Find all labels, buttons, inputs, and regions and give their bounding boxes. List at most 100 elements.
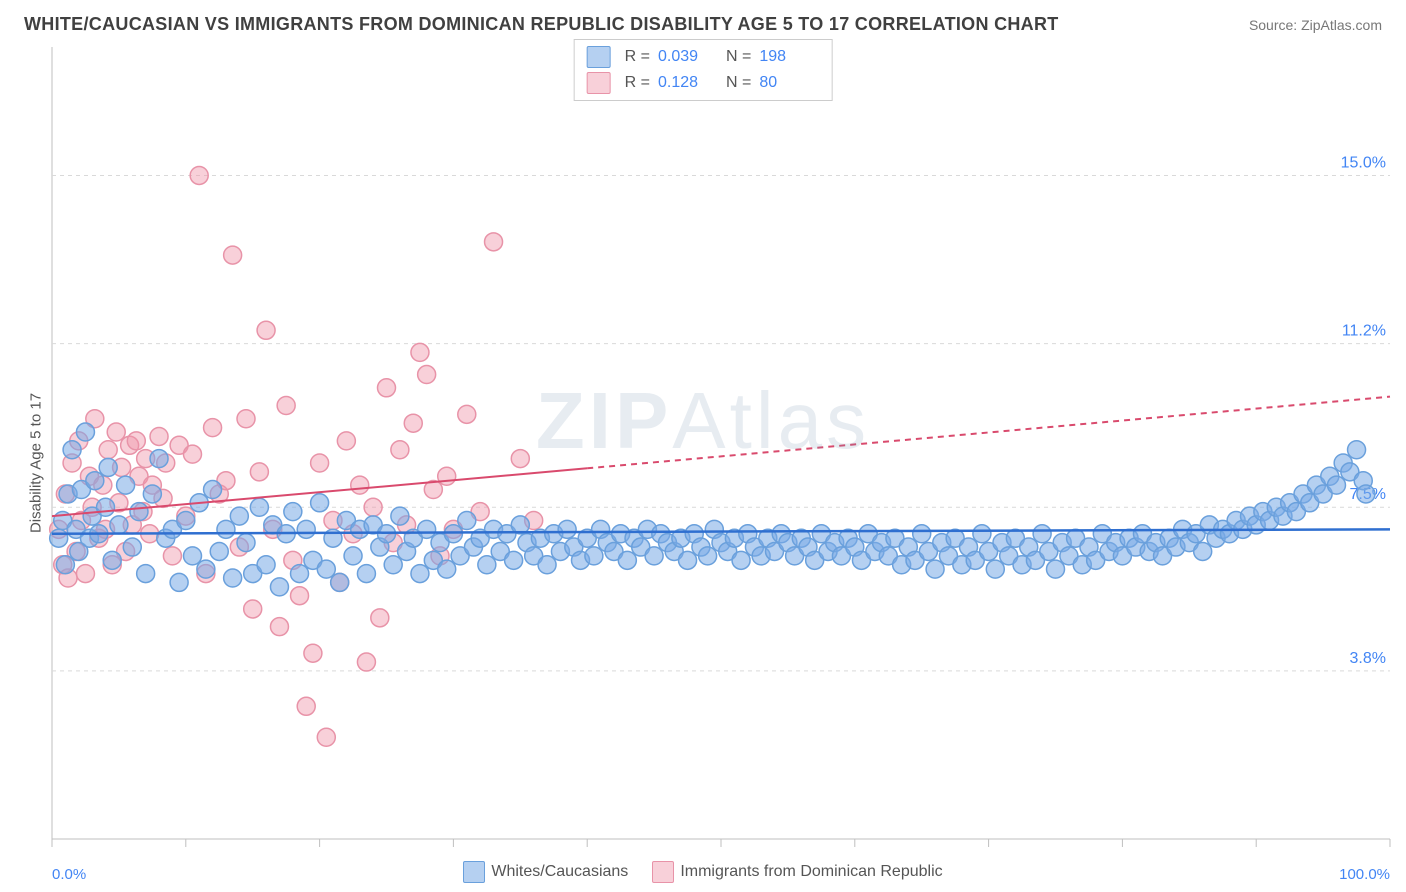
- scatter-point: [297, 697, 315, 715]
- scatter-point: [163, 547, 181, 565]
- legend-label: Whites/Caucasians: [491, 863, 628, 880]
- scatter-point: [973, 525, 991, 543]
- scatter-point: [291, 587, 309, 605]
- scatter-point: [558, 520, 576, 538]
- legend-swatch: [463, 861, 485, 883]
- scatter-point: [103, 551, 121, 569]
- scatter-point: [177, 512, 195, 530]
- scatter-point: [63, 441, 81, 459]
- chart-area: Disability Age 5 to 17 3.8%7.5%11.2%15.0…: [0, 39, 1406, 887]
- scatter-point: [1047, 560, 1065, 578]
- scatter-point: [344, 547, 362, 565]
- scatter-point: [304, 644, 322, 662]
- scatter-point: [127, 432, 145, 450]
- stat-n-label: N =: [726, 74, 751, 92]
- stat-r-value: 0.039: [658, 48, 718, 66]
- scatter-point: [337, 432, 355, 450]
- scatter-point: [404, 414, 422, 432]
- scatter-point: [418, 366, 436, 384]
- legend-swatch: [652, 861, 674, 883]
- scatter-point: [230, 507, 248, 525]
- scatter-point: [277, 396, 295, 414]
- scatter-point: [364, 498, 382, 516]
- y-gridline-label: 3.8%: [1350, 650, 1386, 667]
- scatter-point: [926, 560, 944, 578]
- scatter-point: [311, 454, 329, 472]
- scatter-point: [137, 565, 155, 583]
- scatter-point: [204, 419, 222, 437]
- y-gridline-label: 11.2%: [1342, 323, 1386, 340]
- legend-swatch: [587, 72, 611, 94]
- scatter-point: [357, 653, 375, 671]
- scatter-point: [183, 445, 201, 463]
- scatter-point: [618, 551, 636, 569]
- scatter-point: [411, 565, 429, 583]
- scatter-point: [224, 569, 242, 587]
- legend-item: Whites/Caucasians: [463, 861, 628, 883]
- correlation-legend: R =0.039N =198R =0.128N =80: [574, 39, 833, 101]
- scatter-point: [190, 166, 208, 184]
- scatter-point: [511, 450, 529, 468]
- scatter-point: [150, 450, 168, 468]
- scatter-point: [458, 512, 476, 530]
- scatter-point: [117, 476, 135, 494]
- scatter-point: [645, 547, 663, 565]
- scatter-point: [76, 423, 94, 441]
- scatter-point: [183, 547, 201, 565]
- scatter-point: [237, 410, 255, 428]
- scatter-point: [438, 467, 456, 485]
- scatter-point: [50, 529, 68, 547]
- scatter-point: [1327, 476, 1345, 494]
- scatter-point: [107, 423, 125, 441]
- scatter-point: [357, 565, 375, 583]
- scatter-point: [732, 551, 750, 569]
- series-legend: Whites/Caucasians Immigrants from Dominic…: [0, 861, 1406, 883]
- scatter-point: [210, 542, 228, 560]
- scatter-point: [270, 578, 288, 596]
- scatter-point: [197, 560, 215, 578]
- scatter-point: [538, 556, 556, 574]
- scatter-point: [478, 556, 496, 574]
- scatter-point: [1357, 485, 1375, 503]
- scatter-point: [418, 520, 436, 538]
- scatter-point: [291, 565, 309, 583]
- legend-item: Immigrants from Dominican Republic: [652, 861, 942, 883]
- trend-line-dashed: [587, 397, 1390, 469]
- scatter-point: [86, 472, 104, 490]
- scatter-point: [244, 600, 262, 618]
- scatter-point: [257, 321, 275, 339]
- scatter-point: [284, 503, 302, 521]
- scatter-point: [204, 481, 222, 499]
- scatter-point: [986, 560, 1004, 578]
- scatter-point: [317, 560, 335, 578]
- stat-n-value: 80: [759, 74, 819, 92]
- scatter-point: [391, 507, 409, 525]
- stat-n-value: 198: [759, 48, 819, 66]
- scatter-point: [699, 547, 717, 565]
- scatter-point: [123, 538, 141, 556]
- scatter-point: [99, 441, 117, 459]
- scatter-point: [143, 485, 161, 503]
- legend-label: Immigrants from Dominican Republic: [680, 863, 942, 880]
- chart-title: WHITE/CAUCASIAN VS IMMIGRANTS FROM DOMIN…: [24, 14, 1059, 35]
- scatter-point: [391, 441, 409, 459]
- scatter-point: [1033, 525, 1051, 543]
- scatter-chart-svg: 3.8%7.5%11.2%15.0%: [0, 39, 1406, 869]
- y-gridline-label: 15.0%: [1341, 154, 1386, 171]
- scatter-point: [438, 560, 456, 578]
- scatter-point: [297, 520, 315, 538]
- scatter-point: [585, 547, 603, 565]
- scatter-point: [99, 458, 117, 476]
- scatter-point: [237, 534, 255, 552]
- scatter-point: [679, 551, 697, 569]
- scatter-point: [384, 556, 402, 574]
- scatter-point: [378, 379, 396, 397]
- scatter-point: [1348, 441, 1366, 459]
- scatter-point: [217, 520, 235, 538]
- scatter-point: [913, 525, 931, 543]
- scatter-point: [411, 343, 429, 361]
- scatter-point: [250, 463, 268, 481]
- header-bar: WHITE/CAUCASIAN VS IMMIGRANTS FROM DOMIN…: [0, 0, 1406, 39]
- scatter-point: [76, 565, 94, 583]
- stat-r-label: R =: [625, 74, 650, 92]
